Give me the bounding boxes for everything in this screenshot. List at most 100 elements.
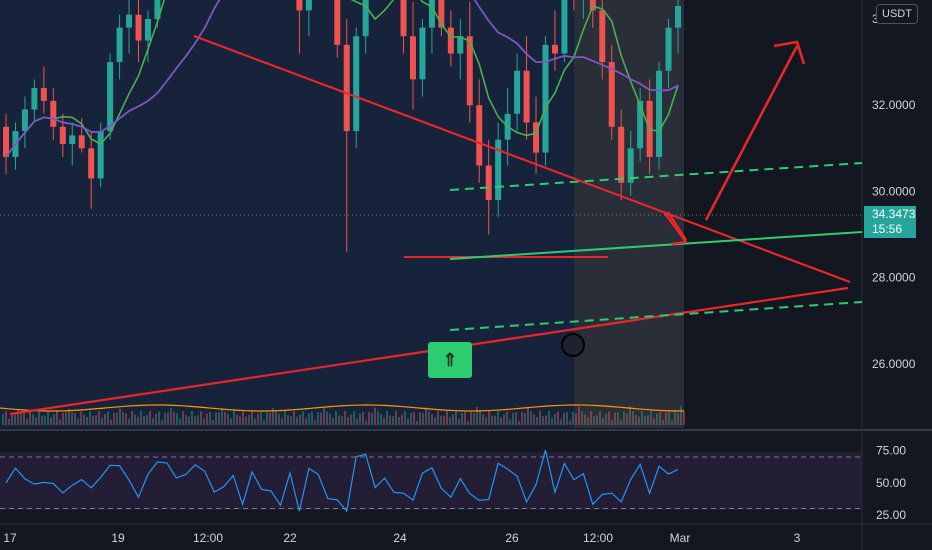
volume-bar: [632, 411, 634, 425]
bar-countdown: 15:56: [872, 222, 903, 236]
time-tick-label: 26: [505, 531, 519, 545]
volume-bar: [515, 412, 517, 425]
volume-bar: [614, 412, 616, 425]
volume-bar: [581, 411, 583, 425]
volume-bar: [86, 417, 88, 425]
volume-bar: [83, 414, 85, 425]
volume-bar: [200, 411, 202, 425]
volume-bar: [269, 412, 271, 425]
volume-bar: [680, 406, 682, 425]
price-tick-label: 28.0000: [872, 271, 916, 285]
volume-bar: [164, 412, 166, 425]
volume-bar: [560, 419, 562, 425]
buy-signal-marker[interactable]: ⇑: [428, 342, 472, 378]
volume-bar: [458, 419, 460, 425]
volume-bar: [209, 411, 211, 425]
candle-body: [362, 0, 369, 37]
volume-bar: [347, 416, 349, 425]
volume-bar: [77, 418, 79, 425]
volume-bar: [44, 415, 46, 425]
volume-bar: [65, 412, 67, 425]
volume-bar: [377, 411, 379, 425]
volume-bar: [197, 415, 199, 425]
volume-bar: [212, 420, 214, 425]
candle-body: [343, 44, 350, 132]
volume-bar: [95, 415, 97, 425]
volume-bar: [380, 414, 382, 425]
volume-bar: [80, 411, 82, 425]
volume-bar: [455, 411, 457, 425]
volume-bar: [38, 411, 40, 425]
volume-bar: [641, 411, 643, 425]
volume-bar: [173, 411, 175, 425]
volume-bar: [425, 407, 427, 425]
volume-bar: [98, 411, 100, 425]
candle-body: [533, 122, 540, 153]
volume-bar: [242, 411, 244, 425]
volume-bar: [638, 416, 640, 425]
volume-bar: [479, 411, 481, 425]
currency-label[interactable]: USDT: [876, 4, 918, 24]
candle-body: [107, 62, 114, 132]
volume-bar: [500, 417, 502, 425]
candle-body: [428, 0, 435, 28]
price-tick-label: 26.0000: [872, 357, 916, 371]
candle-body: [69, 135, 76, 144]
volume-bar: [590, 411, 592, 425]
candle-body: [334, 0, 341, 45]
price-tick-label: 30.0000: [872, 184, 916, 198]
volume-bar: [626, 413, 628, 425]
volume-bar: [584, 414, 586, 425]
volume-bar: [428, 411, 430, 425]
volume-bar: [659, 411, 661, 425]
rsi-tick-label: 25.00: [876, 508, 906, 522]
candle-body: [608, 62, 615, 127]
volume-bar: [650, 411, 652, 425]
volume-bar: [248, 414, 250, 425]
volume-bar: [404, 411, 406, 425]
volume-bar: [554, 413, 556, 425]
volume-bar: [332, 417, 334, 425]
volume-bar: [146, 415, 148, 425]
volume-bar: [41, 415, 43, 425]
volume-bar: [599, 411, 601, 425]
breakout-arrowhead: [773, 40, 806, 65]
volume-bar: [137, 416, 139, 425]
volume-bar: [47, 411, 49, 425]
volume-bar: [593, 416, 595, 425]
candle-body: [21, 109, 28, 132]
volume-bar: [536, 417, 538, 425]
volume-bar: [491, 415, 493, 425]
volume-bar: [284, 411, 286, 425]
time-tick-label: 12:00: [193, 531, 223, 545]
volume-bar: [32, 414, 34, 425]
volume-bar: [635, 414, 637, 425]
volume-bar: [26, 419, 28, 425]
volume-bar: [299, 414, 301, 425]
volume-bar: [530, 411, 532, 425]
volume-bar: [596, 415, 598, 425]
volume-bar: [437, 411, 439, 425]
time-tick-label: 12:00: [583, 531, 613, 545]
candle-body: [551, 44, 558, 54]
volume-bar: [113, 412, 115, 425]
volume-bar: [152, 417, 154, 425]
volume-bar: [602, 417, 604, 425]
volume-bar: [266, 412, 268, 425]
last-price-value: 34.3473: [872, 207, 916, 221]
channel-upper: [449, 162, 863, 191]
pullback-arrow-shaft: [666, 211, 688, 241]
candle-body: [561, 0, 568, 54]
last-price-badge: 34.3473 15:56: [864, 206, 916, 238]
volume-bar: [545, 415, 547, 425]
candle-body: [656, 70, 663, 157]
volume-bar: [134, 414, 136, 425]
candle-body: [542, 44, 549, 153]
volume-bar: [290, 416, 292, 425]
volume-bar: [188, 416, 190, 425]
volume-bar: [662, 419, 664, 425]
volume-bar: [353, 411, 355, 425]
volume-bar: [620, 420, 622, 425]
breakout-arrow: [704, 45, 799, 221]
